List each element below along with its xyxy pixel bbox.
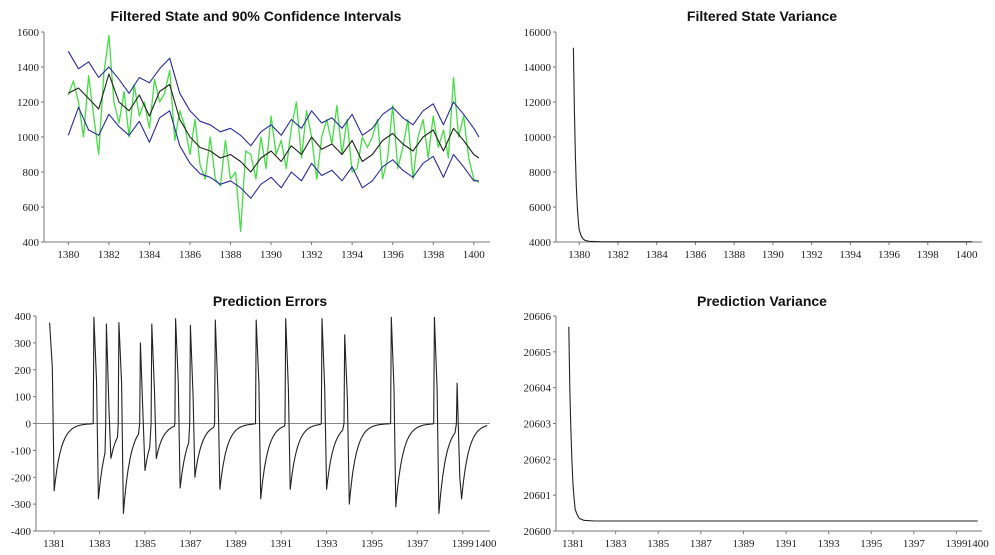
x-tick-label: 1393 [316, 538, 339, 550]
y-tick-label: 800 [23, 167, 40, 179]
x-tick-label: 1386 [684, 249, 707, 261]
y-tick-label: 0 [26, 419, 32, 431]
x-tick-label: 1385 [647, 538, 670, 550]
y-tick-label: 1400 [17, 62, 40, 74]
x-tick-label: 1380 [57, 249, 80, 261]
y-tick-label: 20605 [524, 347, 552, 359]
x-tick-label: 1398 [917, 249, 940, 261]
x-tick-label: 1400 [463, 249, 486, 261]
series-line-variance [568, 326, 978, 522]
plot-area: 20600 20601 20602 20603 20604 20605 20606 1381 1… [524, 311, 990, 550]
x-tick-label: 1394 [839, 249, 862, 261]
panel-title: Prediction Variance [697, 293, 827, 309]
plot-area: 4000 6000 8000 10000 12000 14000 16000 1380 1382… [524, 27, 982, 261]
y-tick-label: 1000 [17, 132, 40, 144]
panel-filtered-state-variance: Filtered State Variance 4000 6000 8000 1000… [524, 8, 982, 261]
x-tick-label: 1387 [179, 538, 202, 550]
x-tick-label: 1395 [361, 538, 384, 550]
x-tick-label: 1383 [89, 538, 112, 550]
y-tick-label: 20604 [524, 383, 552, 395]
series-line-filtered-state [68, 73, 480, 173]
y-tick-label: 20600 [524, 526, 552, 538]
panel-prediction-variance: Prediction Variance 20600 20601 20602 20603… [524, 293, 990, 550]
x-tick-label: 1390 [762, 249, 785, 261]
x-tick-label: 1397 [903, 538, 926, 550]
y-tick-label: 20602 [524, 454, 552, 466]
x-tick-label: 1381 [43, 538, 65, 550]
y-tick-label: 100 [15, 392, 32, 404]
y-tick-label: -100 [11, 445, 32, 457]
x-tick-label: 1384 [646, 249, 669, 261]
x-tick-label: 1398 [422, 249, 445, 261]
y-tick-label: 20601 [524, 490, 552, 502]
y-tick-label: -400 [11, 526, 32, 538]
x-tick-label: 1380 [568, 249, 591, 261]
y-tick-label: 12000 [524, 97, 552, 109]
x-tick-label: 1384 [138, 249, 161, 261]
x-tick-label: 1396 [878, 249, 901, 261]
panel-filtered-state: Filtered State and 90% Confidence Interv… [17, 8, 490, 261]
x-tick-label: 1394 [341, 249, 364, 261]
x-tick-label: 1399 [452, 538, 475, 550]
x-tick-label: 1392 [801, 249, 823, 261]
x-tick-label: 1399 [945, 538, 968, 550]
x-tick-label: 1389 [732, 538, 755, 550]
y-tick-label: 16000 [524, 27, 552, 39]
x-tick-label: 1396 [382, 249, 405, 261]
x-tick-label: 1388 [220, 249, 243, 261]
y-tick-label: 600 [23, 202, 40, 214]
series-line-upper-90 [67, 51, 480, 147]
x-tick-label: 1390 [260, 249, 283, 261]
panel-title: Filtered State and 90% Confidence Interv… [111, 8, 402, 24]
x-tick-label: 1400 [474, 538, 497, 550]
x-tick-label: 1381 [562, 538, 584, 550]
panel-title: Filtered State Variance [687, 8, 837, 24]
y-tick-label: 4000 [529, 237, 552, 249]
x-tick-label: 1389 [225, 538, 248, 550]
panel-title: Prediction Errors [213, 293, 328, 309]
x-tick-label: 1382 [607, 249, 629, 261]
y-tick-label: -200 [11, 472, 32, 484]
series-line-prediction-errors [49, 316, 488, 515]
series-line-variance [572, 47, 973, 243]
x-tick-label: 1382 [98, 249, 120, 261]
x-tick-label: 1386 [179, 249, 202, 261]
x-tick-label: 1400 [956, 249, 979, 261]
y-tick-label: 6000 [529, 202, 552, 214]
x-tick-label: 1393 [818, 538, 841, 550]
y-tick-label: 1600 [17, 27, 40, 39]
x-tick-label: 1400 [967, 538, 990, 550]
x-tick-label: 1392 [301, 249, 323, 261]
x-tick-label: 1395 [860, 538, 883, 550]
y-tick-label: 14000 [524, 62, 552, 74]
x-tick-label: 1387 [690, 538, 713, 550]
x-tick-label: 1391 [775, 538, 797, 550]
y-tick-label: -300 [11, 499, 32, 511]
x-tick-label: 1388 [723, 249, 746, 261]
x-tick-label: 1391 [270, 538, 292, 550]
y-tick-label: 300 [15, 338, 32, 350]
y-tick-label: 200 [15, 365, 32, 377]
plot-area: 400 600 800 1000 1200 1400 1600 1380 1382 1384 138… [17, 27, 490, 261]
plot-area: -400 -300 -200 -100 0 100 200 300 400 1381 1383 138… [11, 311, 497, 550]
y-tick-label: 1200 [17, 97, 40, 109]
x-tick-label: 1385 [134, 538, 157, 550]
y-tick-label: 400 [15, 311, 32, 323]
y-tick-label: 400 [23, 237, 40, 249]
x-tick-label: 1397 [406, 538, 429, 550]
panel-prediction-errors: Prediction Errors -400 -300 -200 -100 0 100 20… [11, 293, 497, 550]
y-tick-label: 20606 [524, 311, 552, 323]
y-tick-label: 8000 [529, 167, 552, 179]
series-line-lower-90 [67, 106, 479, 199]
y-tick-label: 20603 [524, 419, 552, 431]
x-tick-label: 1383 [605, 538, 628, 550]
y-tick-label: 10000 [524, 132, 552, 144]
